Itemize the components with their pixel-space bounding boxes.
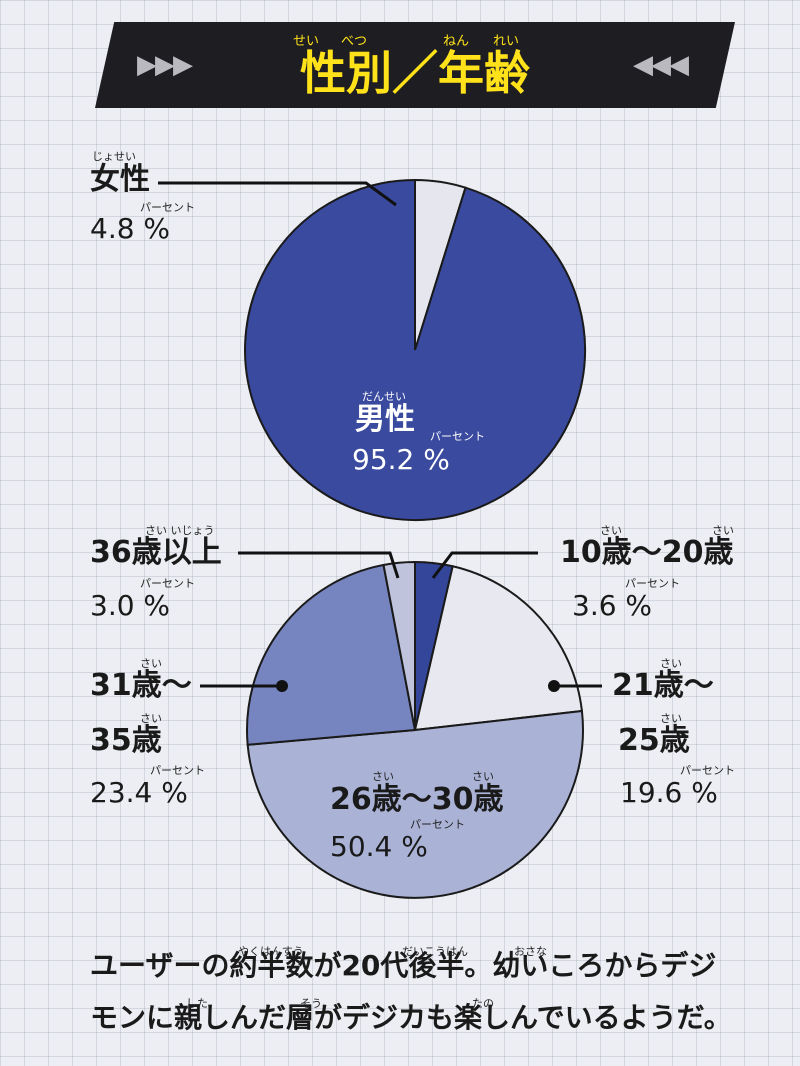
footer-ruby-yakuhansuu: やくはんすう xyxy=(238,945,304,958)
footer-caption: やくはんすう だいこうはん おさな した そう たの ユーザーの約半数が20代後… xyxy=(90,940,770,1044)
age-slice-3 xyxy=(246,709,584,899)
footer-ruby-tano: たの xyxy=(472,997,494,1010)
age21-label-line2: 25歳 xyxy=(618,723,690,758)
age-slice-4 xyxy=(246,563,417,746)
age31-ruby-2: さい xyxy=(140,712,162,725)
footer-line-1: ユーザーの約半数が20代後半。幼いころからデジ xyxy=(90,949,717,982)
banner-ruby-rei: れい xyxy=(493,34,520,49)
age-slice-2 xyxy=(413,565,584,732)
arrows-right-icon: ◀◀◀ xyxy=(633,50,689,80)
header-banner: ▶▶▶ ◀◀◀ せい べつ ねん れい 性別／年齢 xyxy=(95,22,735,108)
age21-ruby-2: さい xyxy=(660,712,682,725)
age31-label-line2: 35歳 xyxy=(90,723,162,758)
age-slice-5 xyxy=(382,560,416,731)
footer-ruby-sou: そう xyxy=(300,997,322,1010)
banner-ruby-betsu: べつ xyxy=(341,34,368,49)
leader-lines xyxy=(158,181,602,688)
footer-line-2: モンに親しんだ層がデジカも楽しんでいるようだ。 xyxy=(90,1001,732,1034)
gender-slice-2 xyxy=(244,178,587,521)
age10-percent-ruby: パーセント xyxy=(625,577,680,590)
gender-pie xyxy=(244,178,587,521)
leader-10 xyxy=(431,551,538,579)
age36-ruby: さい いじょう xyxy=(145,524,215,537)
age26-percent-ruby: パーセント xyxy=(410,818,465,831)
male-percent: 95.2 % xyxy=(352,443,450,476)
age21-ruby-1: さい xyxy=(660,657,682,670)
banner-ruby-nen: ねん xyxy=(443,34,470,49)
age36-percent-ruby: パーセント xyxy=(140,577,195,590)
footer-ruby-osana: おさな xyxy=(514,945,547,958)
female-percent: 4.8 % xyxy=(90,212,171,245)
age31-percent: 23.4 % xyxy=(90,776,188,809)
leader-female xyxy=(158,181,397,207)
age10-label: 10歳〜20歳 xyxy=(560,535,734,570)
age21-percent-ruby: パーセント xyxy=(680,764,735,777)
arrows-left-icon: ▶▶▶ xyxy=(137,50,193,80)
female-ruby: じょせい xyxy=(92,150,136,163)
page-title: 性別／年齢 xyxy=(300,46,530,100)
age26-percent: 50.4 % xyxy=(330,830,428,863)
male-ruby: だんせい xyxy=(362,390,406,403)
age26-ruby-1: さい xyxy=(372,770,394,783)
age31-ruby-1: さい xyxy=(140,657,162,670)
footer-ruby-shita: した xyxy=(186,997,208,1010)
leader-36 xyxy=(238,551,400,579)
age26-label: 26歳〜30歳 xyxy=(330,782,504,817)
age31-percent-ruby: パーセント xyxy=(150,764,205,777)
age21-label-line1: 21歳〜 xyxy=(612,668,714,703)
banner-ruby-sei: せい xyxy=(293,34,320,49)
female-percent-ruby: パーセント xyxy=(140,201,195,214)
age-pie xyxy=(246,560,584,899)
female-label: 女性 xyxy=(90,162,150,197)
male-label: 男性 xyxy=(355,402,415,437)
age31-label-line1: 31歳〜 xyxy=(90,668,192,703)
age10-ruby-2: さい xyxy=(712,524,734,537)
age36-label: 36歳以上 xyxy=(90,535,222,570)
age10-percent: 3.6 % xyxy=(572,589,653,622)
age26-ruby-2: さい xyxy=(472,770,494,783)
male-percent-ruby: パーセント xyxy=(430,430,485,443)
footer-ruby-daikouhan: だいこうはん xyxy=(402,945,468,958)
leader-dot-31 xyxy=(276,680,288,692)
leader-dot-21 xyxy=(548,680,560,692)
age10-ruby-1: さい xyxy=(600,524,622,537)
age36-percent: 3.0 % xyxy=(90,589,171,622)
age21-percent: 19.6 % xyxy=(620,776,718,809)
